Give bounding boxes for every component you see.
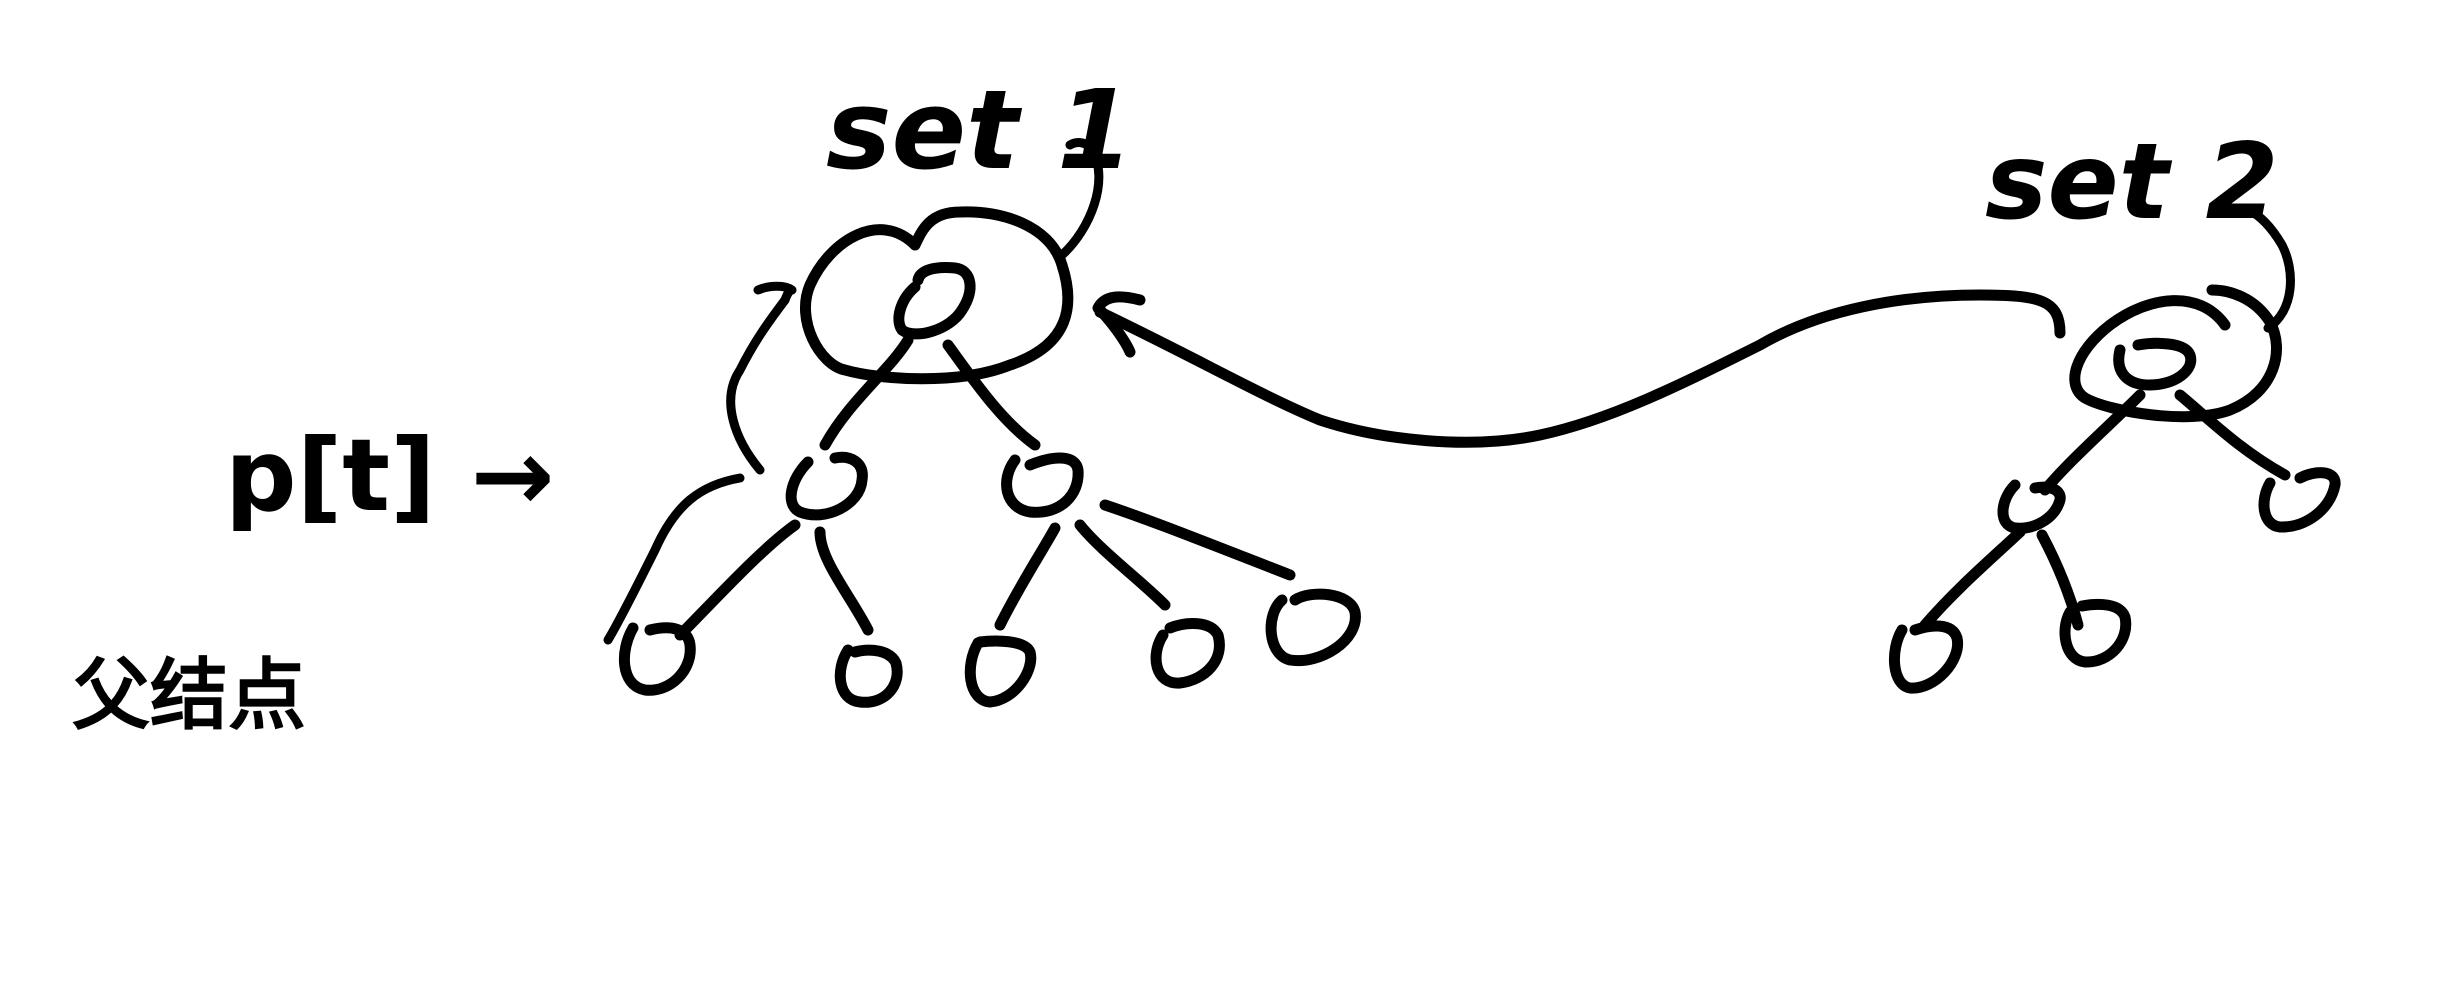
set1-edge-l1a-leaf2	[814, 526, 874, 636]
set2-edge-l1a-leaf2	[2036, 529, 2084, 631]
set1-leaf-4	[1150, 618, 1225, 689]
set1-edge-root-l1b	[942, 339, 1041, 451]
set1-root-selfloop	[1057, 138, 1104, 260]
set1-edge-l1b-leaf3	[994, 522, 1061, 631]
set2-edge-root-l1a	[2039, 389, 2146, 496]
set2-tree	[1888, 205, 2341, 694]
set2-root-selfloop	[2243, 205, 2295, 333]
set1-edge-l1b-leaf5	[1099, 499, 1296, 581]
union-arrowhead	[1092, 291, 1146, 358]
set2-l1b-node	[2258, 467, 2341, 533]
set1-l1b-node	[1001, 452, 1084, 518]
set1-leaf-5	[1265, 588, 1361, 667]
set2-edge-l1a-leaf1	[1919, 526, 2026, 631]
set2-label: set 2	[1985, 121, 2279, 243]
set2-root-node	[2113, 337, 2197, 391]
set1-leaf-1	[618, 622, 696, 696]
union-arrow	[1094, 289, 2066, 448]
set1-parent-arrow	[726, 295, 790, 475]
set2-edge-root-l1b	[2174, 389, 2291, 481]
set1-edge-l1a-leaf1	[674, 519, 801, 641]
set1-leaf-2	[834, 644, 903, 708]
parent-node-label: 父结点	[72, 651, 306, 741]
set1-label: set 1	[826, 66, 1134, 194]
set1-leaf-3	[964, 635, 1037, 708]
set2-leaf-1	[1888, 620, 1964, 694]
set2-leaf-2	[2059, 598, 2132, 668]
set2-l1a-node	[1997, 479, 2066, 534]
set1-edge-l1b-leaf4	[1074, 519, 1171, 611]
set1-edge-l1a-leaf1-loop	[603, 473, 745, 645]
set1-edge-root-l1a	[819, 334, 914, 451]
set1-l1a-node	[785, 451, 868, 521]
set1-parent-arrowhead	[753, 281, 797, 305]
set1-root-outer	[800, 206, 1074, 385]
set1-root-node	[893, 262, 976, 340]
set1-tree	[603, 138, 1361, 708]
parent-array-label: p[t] →	[225, 417, 554, 534]
